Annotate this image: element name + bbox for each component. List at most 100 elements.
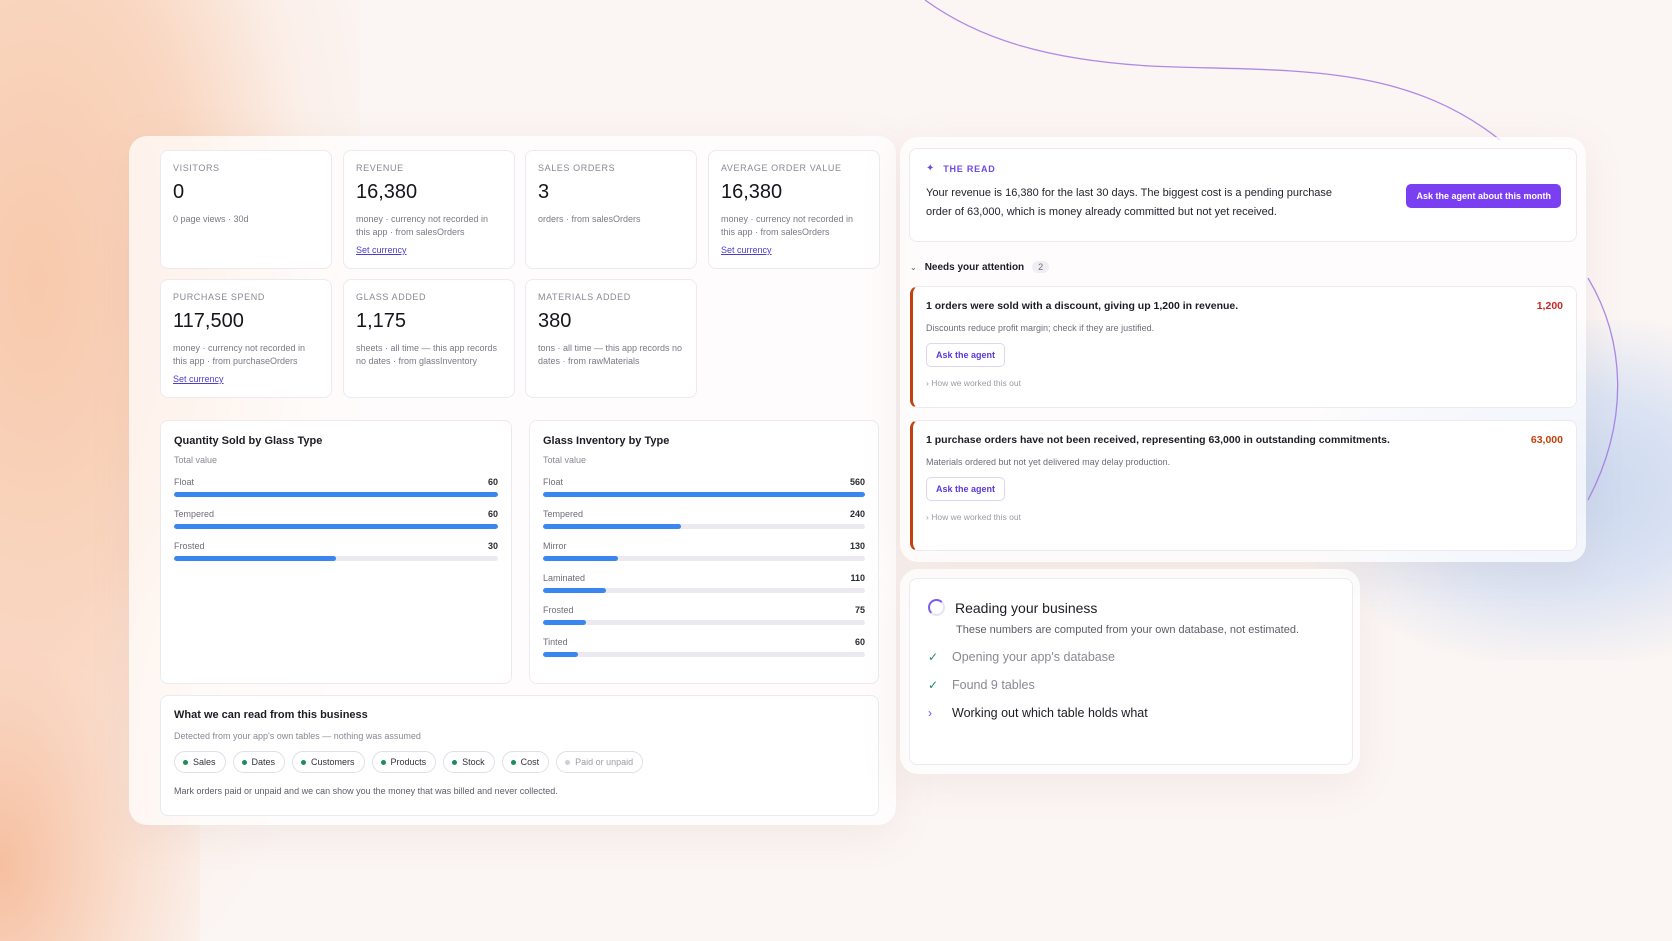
data-chip: Dates [232, 751, 286, 773]
attention-item-desc: Discounts reduce profit margin; check if… [926, 323, 1155, 333]
bar-value: 110 [850, 573, 865, 583]
kpi-value: 117,500 [173, 310, 244, 332]
attention-item-value: 63,000 [1530, 434, 1563, 446]
how-worked-out-toggle[interactable]: › How we worked this out [926, 512, 1563, 522]
progress-step: ✓ Found 9 tables [928, 678, 1334, 692]
bar-row: Frosted 75 [543, 605, 865, 625]
kpi-card: SALES ORDERS 3 orders · from salesOrders [525, 150, 697, 269]
step-label: Working out which table holds what [952, 706, 1148, 720]
kpi-note: orders · from salesOrders [538, 214, 641, 224]
check-icon: ✓ [928, 678, 939, 692]
kpi-value: 16,380 [721, 181, 783, 203]
data-chip: Products [371, 751, 437, 773]
ask-agent-month-button[interactable]: Ask the agent about this month [1406, 184, 1561, 208]
attention-item-title: 1 orders were sold with a discount, givi… [926, 300, 1239, 312]
bar-track [174, 492, 498, 497]
ask-agent-button[interactable]: Ask the agent [926, 477, 1006, 501]
status-dot-icon [301, 759, 307, 765]
how-worked-out-toggle[interactable]: › How we worked this out [926, 378, 1563, 388]
step-label: Opening your app's database [952, 650, 1115, 664]
chart-card-quantity-sold: Quantity Sold by Glass Type Total value … [160, 420, 512, 684]
bar-value: 60 [854, 637, 865, 647]
kpi-card: PURCHASE SPEND 117,500 money · currency no… [160, 279, 332, 398]
kpi-value: 1,175 [356, 310, 407, 332]
bar-track [543, 492, 865, 497]
reading-card: Reading your business These numbers are … [909, 578, 1353, 765]
bar-label: Float [543, 477, 564, 487]
bar-value: 75 [854, 605, 865, 615]
bar-track [543, 588, 865, 593]
readable-footer: Mark orders paid or unpaid and we can sh… [174, 786, 558, 796]
bar-value: 60 [487, 477, 498, 487]
chip-label: Customers [311, 757, 355, 767]
ask-agent-button[interactable]: Ask the agent [926, 343, 1006, 367]
data-chip: Stock [443, 751, 495, 773]
bar-track [543, 652, 865, 657]
chart-subtitle: Total value [543, 455, 587, 465]
bar-track [174, 556, 498, 561]
set-currency-link[interactable]: Set currency [173, 374, 224, 384]
chevron-right-icon: › [928, 706, 932, 720]
kpi-note: tons · all time — this app records no da… [538, 343, 683, 366]
bar-row: Tempered 240 [543, 509, 865, 529]
step-label: Found 9 tables [952, 678, 1035, 692]
attention-item-value: 1,200 [1536, 300, 1563, 312]
kpi-note: sheets · all time — this app records no … [356, 343, 498, 366]
chevron-right-icon: › [926, 378, 929, 388]
kpi-value: 16,380 [356, 181, 418, 203]
bar [174, 524, 498, 529]
bar [543, 652, 578, 657]
chip-label: Products [390, 757, 427, 767]
status-dot-icon [510, 759, 516, 765]
the-read-card: ✦ THE READ Your revenue is 16,380 for th… [909, 148, 1577, 242]
how-worked-out-label: How we worked this out [931, 512, 1021, 522]
set-currency-link[interactable]: Set currency [721, 245, 772, 255]
reading-title-row: Reading your business [928, 599, 1334, 616]
kpi-value: 380 [538, 310, 572, 332]
readable-subtitle: Detected from your app's own tables — no… [174, 731, 421, 741]
bar-value: 130 [849, 541, 865, 551]
progress-step: ✓ Opening your app's database [928, 650, 1334, 664]
attention-title: Needs your attention [924, 261, 1025, 273]
kpi-card: GLASS ADDED 1,175 sheets · all time — this… [343, 279, 515, 398]
bar-row: Float 560 [543, 477, 865, 497]
readable-data-card: What we can read from this business Dete… [160, 695, 879, 816]
bar-value: 60 [487, 509, 498, 519]
progress-step: › Working out which table holds what [928, 706, 1334, 720]
bar-value: 30 [487, 541, 498, 551]
chip-label: Cost [520, 757, 540, 767]
status-dot-icon [241, 759, 247, 765]
the-read-text: Your revenue is 16,380 for the last 30 d… [926, 187, 1333, 218]
data-chip: Customers [292, 751, 365, 773]
kpi-value: 0 [173, 181, 185, 203]
chart-card-glass-inventory: Glass Inventory by Type Total value Floa… [529, 420, 879, 684]
attention-item-desc: Materials ordered but not yet delivered … [926, 457, 1171, 467]
status-dot-icon [380, 759, 386, 765]
attention-header[interactable]: ⌄ Needs your attention 2 [910, 261, 1050, 273]
bar-label: Frosted [543, 605, 574, 615]
data-chip: Paid or unpaid [556, 751, 644, 773]
kpi-label: REVENUE [356, 163, 404, 173]
bar-label: Tempered [543, 509, 584, 519]
kpi-note: money · currency not recorded in this ap… [721, 214, 854, 237]
bar [174, 556, 336, 561]
kpi-note: 0 page views · 30d [173, 214, 249, 224]
sparkle-icon: ✦ [926, 163, 936, 174]
bar-label: Frosted [174, 541, 205, 551]
kpi-note: money · currency not recorded in this ap… [356, 214, 489, 237]
chip-label: Sales [193, 757, 216, 767]
set-currency-link[interactable]: Set currency [356, 245, 407, 255]
attention-count-badge: 2 [1032, 261, 1050, 273]
attention-item: 1 orders were sold with a discount, givi… [910, 286, 1577, 408]
data-chip: Cost [501, 751, 550, 773]
bar-row: Laminated 110 [543, 573, 865, 593]
bar-track [543, 524, 865, 529]
data-chips: Sales Dates Customers Products Stock Cost Paid… [174, 751, 865, 773]
kpi-card: AVERAGE ORDER VALUE 16,380 money · currenc… [708, 150, 880, 269]
bar-track [543, 620, 865, 625]
chart-title: Glass Inventory by Type [543, 435, 670, 447]
bar [543, 620, 587, 625]
bar-row: Tinted 60 [543, 637, 865, 657]
attention-item: 1 purchase orders have not been received… [910, 420, 1577, 551]
status-dot-icon [452, 759, 458, 765]
